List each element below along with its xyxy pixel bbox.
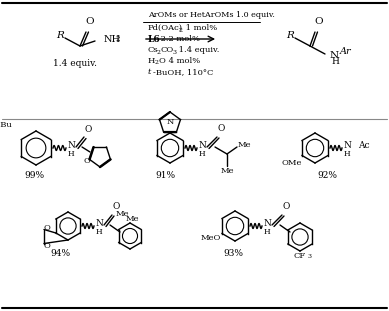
Text: CO: CO [161,46,174,54]
Text: H: H [68,150,74,158]
Text: 93%: 93% [223,249,243,258]
Text: CF: CF [294,252,306,260]
Text: O: O [84,157,90,165]
Text: 1.4 equiv.: 1.4 equiv. [53,59,97,68]
Text: 3: 3 [172,49,176,54]
Text: 99%: 99% [24,171,44,180]
Text: H: H [264,228,270,236]
Text: 2: 2 [155,61,159,66]
Text: O: O [217,124,225,133]
Text: H: H [148,57,155,65]
Text: O: O [282,202,290,211]
Text: Cs: Cs [148,46,159,54]
Text: Me: Me [220,167,234,175]
Text: Ac: Ac [358,141,370,150]
Text: Me: Me [237,141,251,149]
Text: 2: 2 [179,27,183,33]
Text: N: N [343,142,351,151]
Text: O: O [44,224,50,231]
Text: O: O [44,242,50,249]
Text: N: N [166,118,173,126]
Text: Me: Me [115,210,129,218]
Text: Ar: Ar [340,47,352,55]
Text: O: O [84,125,92,134]
Text: OMe: OMe [282,159,302,167]
Text: N: N [95,220,103,229]
Text: N: N [330,50,339,59]
Text: O: O [86,17,94,26]
Text: 92%: 92% [317,171,337,180]
Text: L6: L6 [148,35,161,44]
Text: H: H [96,228,102,236]
Text: N: N [263,220,271,229]
Text: H: H [344,150,350,158]
Text: 2: 2 [157,49,161,54]
Text: MeO: MeO [201,234,221,242]
Text: O 4 mol%: O 4 mol% [159,57,200,65]
Text: O: O [112,202,120,211]
Text: -BuOH, 110°C: -BuOH, 110°C [153,68,214,76]
Text: O: O [315,17,323,26]
Text: H: H [199,150,205,158]
Text: 91%: 91% [155,171,175,180]
Text: N: N [198,142,206,151]
Text: 2: 2 [116,35,121,43]
Text: 3: 3 [307,254,311,259]
Text: ArOMs or HetArOMs 1.0 equiv.: ArOMs or HetArOMs 1.0 equiv. [148,11,275,19]
Text: 94%: 94% [50,249,70,258]
Text: R: R [286,30,294,39]
Text: 1.4 equiv.: 1.4 equiv. [176,46,219,54]
Text: 2.2 mol%: 2.2 mol% [158,35,200,43]
Text: H: H [331,58,339,67]
Text: t-Bu: t-Bu [0,121,13,129]
Text: Pd(OAc): Pd(OAc) [148,24,183,32]
Text: NH: NH [104,35,121,44]
Text: 1 mol%: 1 mol% [183,24,217,32]
Text: R: R [56,30,64,39]
Text: N: N [67,142,75,151]
Text: t: t [148,68,151,76]
Text: Me: Me [125,215,139,223]
